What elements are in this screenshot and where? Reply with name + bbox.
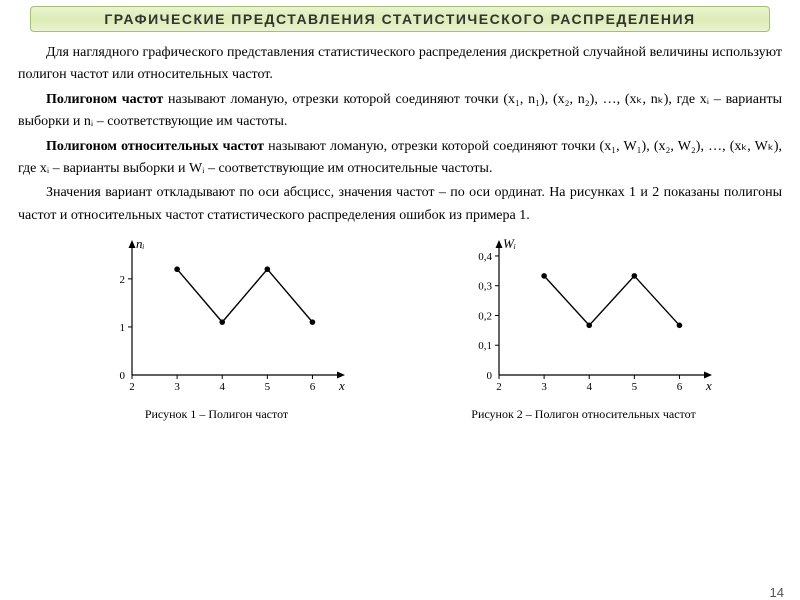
paragraph-1: Для наглядного графического представлени… bbox=[18, 42, 782, 87]
svg-text:5: 5 bbox=[631, 381, 637, 393]
svg-text:6: 6 bbox=[309, 381, 315, 393]
chart-1-caption: Рисунок 1 – Полигон частот bbox=[145, 407, 288, 422]
paragraph-3: Полигоном относительных частот называют … bbox=[18, 136, 782, 181]
svg-text:4: 4 bbox=[586, 381, 592, 393]
svg-text:x: x bbox=[705, 378, 712, 393]
svg-text:x: x bbox=[338, 378, 345, 393]
svg-text:3: 3 bbox=[174, 381, 180, 393]
svg-text:0,2: 0,2 bbox=[478, 311, 492, 323]
page-title: ГРАФИЧЕСКИЕ ПРЕДСТАВЛЕНИЯ СТАТИСТИЧЕСКОГ… bbox=[30, 6, 770, 32]
paragraph-4: Значения вариант откладывают по оси абсц… bbox=[18, 182, 782, 227]
body-text: Для наглядного графического представлени… bbox=[18, 42, 782, 227]
svg-text:2: 2 bbox=[129, 381, 135, 393]
svg-text:6: 6 bbox=[676, 381, 682, 393]
term-polygon-freq: Полигоном частот bbox=[46, 92, 163, 107]
svg-text:3: 3 bbox=[541, 381, 547, 393]
svg-text:0,3: 0,3 bbox=[478, 281, 492, 293]
charts-row: 2 3 4 5 6 0 1 2 nᵢ x Рисунок 1 – Полигон частот 2… bbox=[18, 235, 782, 422]
svg-text:0: 0 bbox=[486, 370, 492, 382]
svg-text:2: 2 bbox=[496, 381, 502, 393]
chart-1: 2 3 4 5 6 0 1 2 nᵢ x bbox=[87, 235, 347, 405]
svg-text:5: 5 bbox=[264, 381, 270, 393]
chart-2-caption: Рисунок 2 – Полигон относительных частот bbox=[471, 407, 695, 422]
svg-text:4: 4 bbox=[219, 381, 225, 393]
svg-text:0,1: 0,1 bbox=[478, 340, 492, 352]
chart-2-block: 2 3 4 5 6 0 0,1 0,2 0,3 0,4 Wᵢ x Рисунок 2 – Полиго… bbox=[454, 235, 714, 422]
svg-text:0: 0 bbox=[119, 370, 125, 382]
svg-text:1: 1 bbox=[119, 322, 125, 334]
page-number: 14 bbox=[770, 585, 784, 600]
svg-text:0,4: 0,4 bbox=[478, 251, 492, 263]
term-polygon-rel-freq: Полигоном относительных частот bbox=[46, 139, 264, 154]
paragraph-2: Полигоном частот называют ломаную, отрез… bbox=[18, 89, 782, 134]
chart-1-block: 2 3 4 5 6 0 1 2 nᵢ x Рисунок 1 – Полигон частот bbox=[87, 235, 347, 422]
chart-2: 2 3 4 5 6 0 0,1 0,2 0,3 0,4 Wᵢ x bbox=[454, 235, 714, 405]
svg-text:nᵢ: nᵢ bbox=[136, 236, 145, 251]
svg-text:Wᵢ: Wᵢ bbox=[503, 236, 516, 251]
svg-text:2: 2 bbox=[119, 274, 125, 286]
